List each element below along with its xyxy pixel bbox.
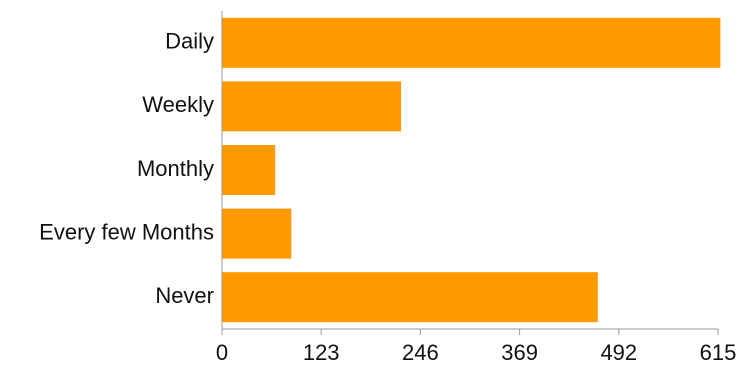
category-label: Monthly bbox=[137, 156, 214, 181]
category-label: Every few Months bbox=[39, 219, 214, 244]
x-tick-label: 369 bbox=[501, 340, 538, 365]
category-label: Daily bbox=[165, 29, 214, 54]
ticks-layer: 0 123 246 369 492 615 bbox=[216, 340, 736, 365]
x-tick-label: 123 bbox=[303, 340, 340, 365]
bar-weekly bbox=[222, 81, 402, 132]
axis-layer bbox=[221, 11, 719, 335]
bar-every-few-months bbox=[222, 208, 292, 259]
x-tick-label: 492 bbox=[600, 340, 637, 365]
bar-never bbox=[222, 272, 598, 323]
x-tick-label: 615 bbox=[700, 340, 737, 365]
bar-daily bbox=[222, 17, 721, 68]
x-tick-label: 246 bbox=[402, 340, 439, 365]
labels-layer: Daily Weekly Monthly Every few Months Never bbox=[39, 29, 214, 308]
category-label: Never bbox=[155, 283, 214, 308]
bar-monthly bbox=[222, 145, 276, 195]
x-tick-label: 0 bbox=[216, 340, 228, 365]
category-label: Weekly bbox=[142, 92, 214, 117]
bars-layer bbox=[222, 17, 721, 323]
